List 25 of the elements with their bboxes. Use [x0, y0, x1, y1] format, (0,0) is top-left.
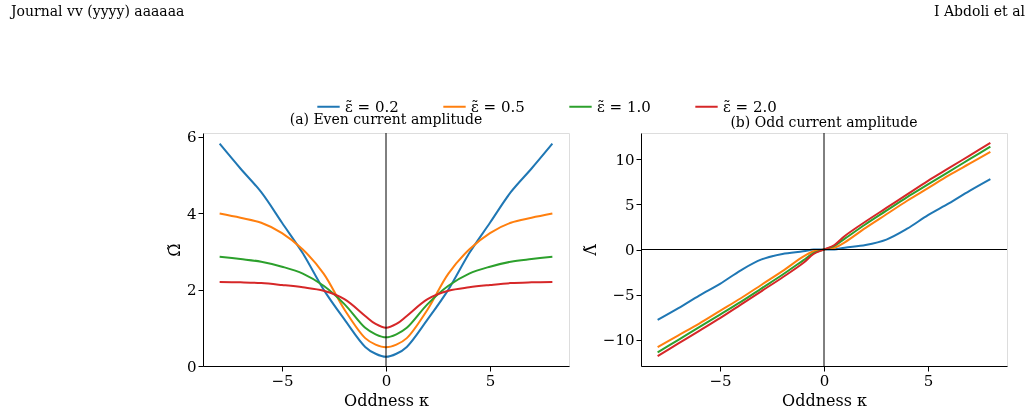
x-tick-label: 0 — [819, 371, 830, 390]
y-axis-title: Λ̃ — [580, 243, 600, 257]
x-axis-title: Oddness κ — [782, 390, 867, 410]
text: Journal vv (yyyy) aaaaaa — [9, 3, 185, 19]
y-tick-label: 6 — [186, 128, 197, 147]
legend-label: ε̃ = 2.0 — [723, 97, 777, 116]
legend-label: ε̃ = 1.0 — [597, 97, 651, 116]
y-tick-label: 0 — [186, 357, 197, 376]
x-axis-title: Oddness κ — [344, 390, 429, 410]
x-tick-label: −5 — [271, 371, 294, 390]
x-tick-label: 0 — [381, 371, 392, 390]
y-tick-label: −5 — [612, 286, 635, 305]
x-tick-label: 5 — [485, 371, 496, 390]
legend-label: ε̃ = 0.2 — [345, 97, 399, 116]
y-tick-label: 4 — [186, 204, 197, 223]
y-tick-label: 0 — [624, 241, 635, 259]
chart-title: (b) Odd current amplitude — [730, 113, 918, 130]
x-tick-label: 5 — [923, 371, 934, 390]
x-tick-label: −5 — [709, 371, 732, 390]
y-tick-label: 5 — [624, 195, 635, 214]
y-axis-title: Ω̃ — [164, 243, 184, 257]
y-tick-label: 10 — [615, 150, 635, 169]
text: I Abdoli et al — [933, 3, 1026, 19]
y-tick-label: 2 — [186, 281, 197, 300]
y-tick-label: −10 — [602, 331, 635, 350]
